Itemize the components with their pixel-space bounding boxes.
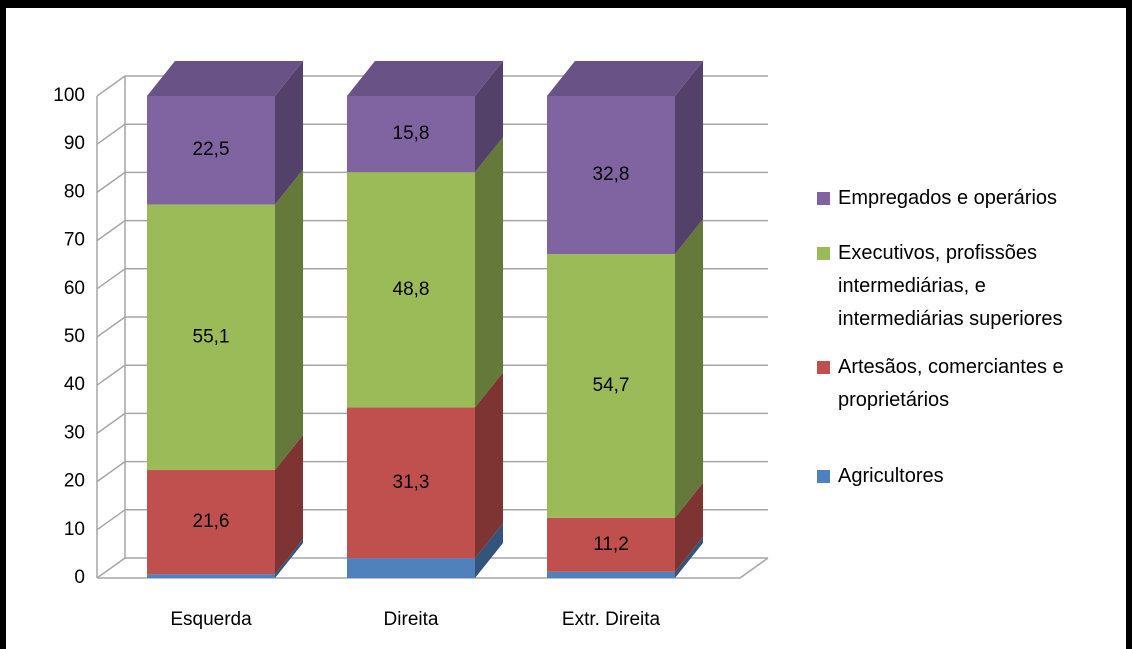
bar-segment <box>547 254 675 518</box>
y-tick-label: 40 <box>64 374 85 395</box>
legend-swatch <box>817 470 830 483</box>
value-label: 55,1 <box>193 326 230 347</box>
value-label: 48,8 <box>393 279 430 300</box>
bar-side <box>475 372 503 559</box>
value-label: 31,3 <box>393 472 430 493</box>
floor <box>97 557 769 579</box>
legend-label: Executivos, profissões intermediárias, e… <box>838 242 1063 330</box>
bar-segment <box>547 517 675 572</box>
legend-swatch <box>817 361 830 374</box>
bar-segment <box>347 558 475 578</box>
side-grid-line <box>96 75 126 97</box>
bar-side <box>675 536 703 578</box>
bar-segment <box>147 470 275 575</box>
legend-label: Artesãos, comerciantes e proprietários <box>838 356 1064 411</box>
bar-side <box>275 435 303 575</box>
legend-swatch <box>817 192 830 205</box>
y-tick-label: 90 <box>64 133 85 154</box>
bar-segment <box>547 571 675 578</box>
bar-side <box>275 169 303 471</box>
y-tick-label: 20 <box>64 471 85 492</box>
y-tick-label: 30 <box>64 422 85 443</box>
legend-swatch <box>817 247 830 260</box>
side-grid-line <box>96 412 126 435</box>
y-tick-label: 80 <box>64 181 85 202</box>
legend-label: Agricultores <box>838 465 944 487</box>
side-grid-line <box>96 316 126 338</box>
side-grid-line <box>96 509 126 531</box>
legend-label: Empregados e operários <box>838 187 1058 209</box>
value-label: 15,8 <box>393 123 430 144</box>
y-tick-label: 60 <box>64 278 85 299</box>
bar-segment <box>547 96 675 255</box>
y-tick-label: 100 <box>53 85 85 106</box>
bar-side <box>275 539 303 578</box>
x-tick-label: Direita <box>384 609 439 630</box>
side-grid-line <box>96 219 126 242</box>
x-tick-label: Esquerda <box>170 609 252 630</box>
side-grid-line <box>96 364 126 386</box>
bar-side <box>475 523 503 578</box>
bar-side <box>675 482 703 572</box>
side-grid-line <box>96 557 126 579</box>
bar-segment <box>347 172 475 408</box>
y-tick-label: 70 <box>64 230 85 251</box>
value-label: 11,2 <box>593 534 629 555</box>
bar-segment <box>147 96 275 205</box>
bar-top <box>547 61 703 96</box>
bar-side <box>475 137 503 408</box>
bar-side <box>675 219 703 518</box>
side-grid-line <box>96 171 126 194</box>
y-tick-label: 0 <box>74 567 85 588</box>
bar-side <box>275 61 303 205</box>
bar-side <box>475 61 503 173</box>
y-tick-label: 50 <box>64 326 85 347</box>
x-tick-label: Extr. Direita <box>562 609 661 630</box>
side-grid-line <box>96 268 126 290</box>
bar-segment <box>147 204 275 471</box>
bar-side <box>675 61 703 255</box>
bar-segment <box>347 96 475 173</box>
side-grid-line <box>96 123 126 145</box>
value-label: 32,8 <box>593 164 630 185</box>
bar-segment <box>147 574 275 578</box>
side-grid-line <box>96 460 126 483</box>
bar-top <box>147 61 303 96</box>
value-label: 21,6 <box>193 511 230 532</box>
value-label: 54,7 <box>593 375 630 396</box>
y-tick-label: 10 <box>64 519 85 540</box>
value-label: 22,5 <box>193 139 230 160</box>
bar-top <box>347 61 503 96</box>
bar-segment <box>347 407 475 559</box>
